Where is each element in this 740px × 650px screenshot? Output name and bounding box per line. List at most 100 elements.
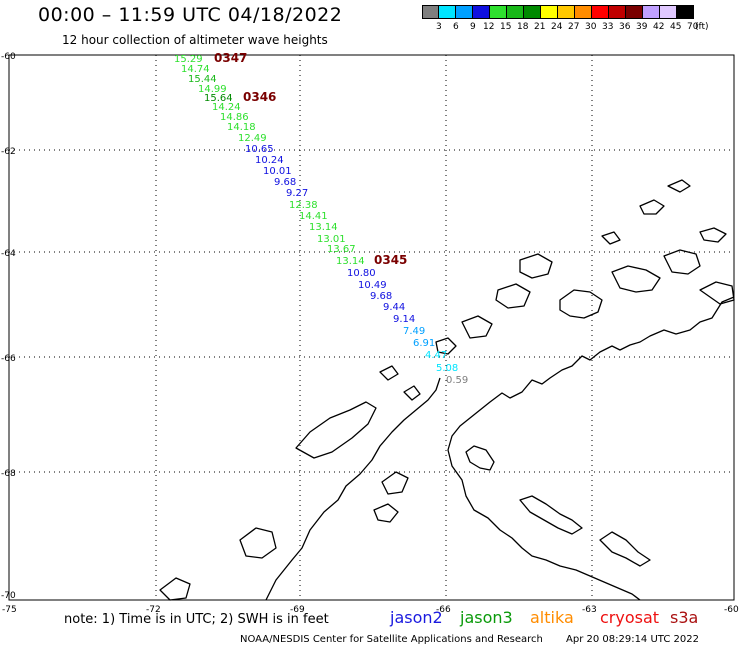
swh-value: 10.65 bbox=[245, 144, 274, 155]
legend-swatch bbox=[524, 5, 541, 19]
swh-value: 15.64 bbox=[204, 93, 233, 104]
lat-label: -68 bbox=[1, 469, 16, 479]
legend-swatch bbox=[439, 5, 456, 19]
legend-label: 36 bbox=[619, 22, 631, 32]
island-8 bbox=[699, 281, 735, 305]
island-9 bbox=[667, 179, 691, 193]
swh-value: 12.38 bbox=[289, 200, 318, 211]
island-7 bbox=[435, 337, 457, 355]
legend-label: 15 bbox=[500, 22, 512, 32]
swh-value: 9.14 bbox=[393, 314, 415, 325]
swh-value: 13.14 bbox=[309, 222, 338, 233]
lat-label: -60 bbox=[1, 52, 16, 62]
swh-value: 14.18 bbox=[227, 122, 256, 133]
satellite-cryosat: cryosat bbox=[600, 608, 660, 627]
swh-value: 10.01 bbox=[263, 166, 292, 177]
legend-label: 33 bbox=[602, 22, 614, 32]
lon-label: -75 bbox=[2, 605, 17, 615]
lon-label: -69 bbox=[290, 605, 305, 615]
legend-label: 42 bbox=[653, 22, 665, 32]
swh-value: 5.08 bbox=[436, 363, 458, 374]
lon-label: -60 bbox=[724, 605, 739, 615]
legend-label: 45 bbox=[670, 22, 682, 32]
island-west-3 bbox=[159, 577, 191, 601]
swh-value: 6.91 bbox=[413, 338, 435, 349]
coastline-inlet-2 bbox=[519, 495, 583, 535]
coastline-inlet-3 bbox=[599, 531, 651, 567]
legend-swatch bbox=[507, 5, 524, 19]
legend-swatch bbox=[677, 5, 694, 19]
legend-label: 70 bbox=[687, 22, 699, 32]
credit-text: NOAA/NESDIS Center for Satellite Applica… bbox=[240, 634, 543, 645]
legend-swatch bbox=[660, 5, 677, 19]
lon-label: -66 bbox=[436, 605, 451, 615]
legend-swatch bbox=[575, 5, 592, 19]
legend-swatch bbox=[422, 5, 439, 19]
island-west-6 bbox=[379, 365, 399, 381]
legend-label: 24 bbox=[551, 22, 563, 32]
swh-value: 10.49 bbox=[358, 280, 387, 291]
legend-label: 18 bbox=[517, 22, 529, 32]
lat-label: -66 bbox=[1, 354, 16, 364]
coastline-peninsula bbox=[447, 296, 735, 601]
lat-label: -62 bbox=[1, 147, 16, 157]
legend-label: 21 bbox=[534, 22, 546, 32]
satellite-s3a: s3a bbox=[670, 608, 699, 627]
swh-value: 0.59 bbox=[446, 375, 468, 386]
map-frame bbox=[8, 54, 735, 601]
track-label: 0346 bbox=[243, 90, 276, 104]
island-6 bbox=[461, 315, 493, 339]
island-10 bbox=[639, 199, 665, 215]
swh-value: 15.29 bbox=[174, 54, 203, 65]
swh-value: 9.44 bbox=[383, 302, 405, 313]
island-west-1 bbox=[295, 401, 377, 459]
swh-value: 10.80 bbox=[347, 268, 376, 279]
legend-swatch bbox=[541, 5, 558, 19]
lat-axis-labels: -60 -62 -64 -66 -68 -70 bbox=[1, 52, 16, 601]
legend-label: 3 bbox=[436, 22, 442, 32]
coastline-inlet bbox=[465, 445, 495, 471]
lat-label: -70 bbox=[1, 591, 16, 601]
legend-swatch bbox=[473, 5, 490, 19]
swh-value: 13.14 bbox=[336, 256, 365, 267]
lon-axis-labels: -75 -72 -69 -66 -63 -60 bbox=[2, 605, 739, 615]
swh-value: 10.24 bbox=[255, 155, 284, 166]
island-1 bbox=[559, 289, 603, 319]
island-3 bbox=[663, 249, 701, 275]
swh-value: 7.49 bbox=[403, 326, 425, 337]
altimeter-track: 0347 15.29 14.74 15.44 14.99 15.64 0346 … bbox=[174, 51, 468, 386]
color-legend-labels: 3 6 9 12 15 18 21 24 27 30 33 36 39 42 45 70 (ft) bbox=[422, 22, 738, 34]
satellite-jason3: jason3 bbox=[460, 608, 513, 627]
legend-swatch bbox=[490, 5, 507, 19]
legend-label: 27 bbox=[568, 22, 580, 32]
island-12 bbox=[601, 231, 621, 245]
page-subtitle: 12 hour collection of altimeter wave hei… bbox=[62, 33, 328, 47]
swh-value: 15.44 bbox=[188, 74, 217, 85]
swh-value: 14.86 bbox=[220, 112, 249, 123]
swh-value: 14.24 bbox=[212, 102, 241, 113]
lat-label: -64 bbox=[1, 249, 16, 259]
lon-label: -63 bbox=[582, 605, 597, 615]
coastline-west bbox=[265, 377, 441, 601]
legend-swatch bbox=[643, 5, 660, 19]
island-west-4 bbox=[381, 471, 409, 495]
graticule bbox=[9, 55, 734, 600]
swh-value: 9.27 bbox=[286, 188, 308, 199]
swh-value: 9.68 bbox=[370, 291, 392, 302]
island-5 bbox=[495, 283, 531, 309]
legend-label: 39 bbox=[636, 22, 648, 32]
swh-value: 13.01 bbox=[317, 234, 346, 245]
satellite-altika: altika bbox=[530, 608, 574, 627]
legend-unit: (ft) bbox=[695, 22, 709, 32]
island-west-5 bbox=[373, 503, 399, 523]
swh-value: 4.47 bbox=[425, 350, 447, 361]
swh-value: 14.99 bbox=[198, 84, 227, 95]
page-title: 00:00 – 11:59 UTC 04/18/2022 bbox=[38, 4, 343, 26]
swh-value: 14.41 bbox=[299, 211, 328, 222]
swh-value: 9.68 bbox=[274, 177, 296, 188]
lon-label: -72 bbox=[146, 605, 161, 615]
swh-value: 12.49 bbox=[238, 133, 267, 144]
legend-label: 30 bbox=[585, 22, 597, 32]
legend-swatch bbox=[609, 5, 626, 19]
